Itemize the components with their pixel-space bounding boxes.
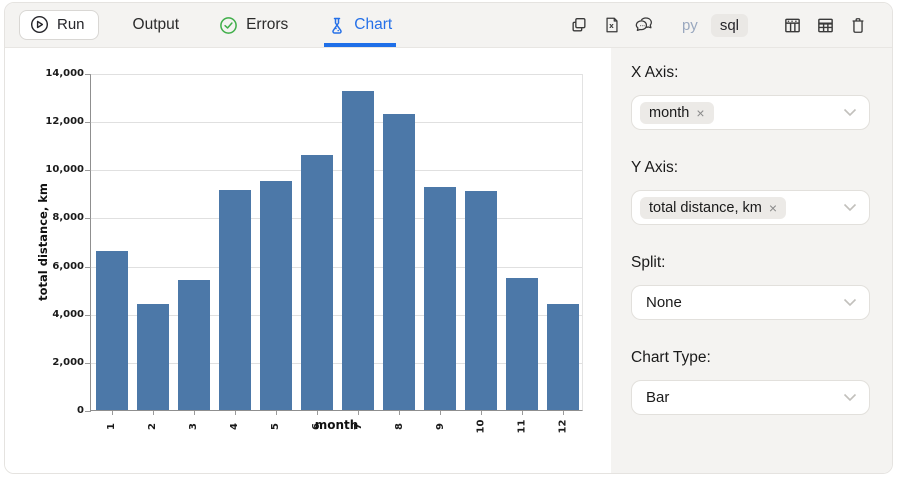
play-circle-icon	[30, 15, 49, 34]
flask-icon	[328, 16, 346, 35]
bar	[465, 190, 498, 410]
bar	[218, 189, 251, 410]
language-toggle-python[interactable]: py	[681, 16, 698, 34]
y-tick-label: 10,000	[45, 164, 84, 176]
y-tick-label: 6,000	[52, 260, 84, 272]
chart-type-field-label: Chart Type:	[631, 349, 711, 366]
toolbar: Run Output Errors Chart	[5, 3, 892, 48]
x-axis-chip: month ×	[640, 101, 714, 124]
tab-output[interactable]: Output	[131, 3, 182, 47]
x-tick	[234, 411, 236, 415]
x-axis-select[interactable]: month ×	[631, 95, 870, 130]
y-tick-label: 8,000	[52, 212, 84, 224]
tab-errors-label: Errors	[246, 16, 289, 33]
bar	[506, 277, 539, 410]
tab-chart-label: Chart	[354, 16, 393, 33]
check-circle-icon	[219, 16, 238, 35]
x-tick	[316, 411, 318, 415]
x-tick	[152, 411, 154, 415]
chart-type-select-value: Bar	[646, 389, 670, 406]
grid-table-icon[interactable]	[815, 15, 835, 35]
chevron-down-icon[interactable]	[843, 203, 857, 212]
plot-area: total distance, km 0 2,000 4,000 6,000 8,000…	[36, 68, 583, 433]
y-axis-chip: total distance, km ×	[640, 196, 787, 219]
run-button-label: Run	[57, 16, 85, 33]
split-select[interactable]: None	[631, 285, 870, 320]
split-field-label: Split:	[631, 254, 666, 271]
y-tick-label: 2,000	[52, 356, 84, 368]
bar	[424, 187, 457, 410]
export-file-icon[interactable]: x	[602, 15, 622, 35]
trash-icon[interactable]	[848, 15, 868, 35]
bar	[547, 304, 580, 410]
bar	[383, 113, 416, 410]
bar	[300, 154, 333, 410]
y-tick	[85, 362, 91, 364]
y-tick-label: 12,000	[45, 116, 84, 128]
x-tick	[481, 411, 483, 415]
x-axis-title: month	[314, 418, 359, 432]
x-tick	[399, 411, 401, 415]
toolbar-actions: x py sql	[569, 13, 868, 37]
x-axis-chip-label: month	[649, 104, 690, 121]
y-tick	[85, 170, 91, 172]
workspace-card: Run Output Errors Chart	[4, 2, 893, 474]
chevron-down-icon[interactable]	[843, 393, 857, 402]
y-tick	[85, 218, 91, 220]
language-toggle-sql[interactable]: sql	[710, 13, 748, 37]
chart-type-select[interactable]: Bar	[631, 380, 870, 415]
x-axis-chip-remove-icon[interactable]: ×	[696, 104, 705, 121]
x-tick	[440, 411, 442, 415]
run-button[interactable]: Run	[19, 10, 99, 40]
x-tick	[193, 411, 195, 415]
bar	[95, 251, 128, 410]
x-tick	[522, 411, 524, 415]
y-axis-select[interactable]: total distance, km ×	[631, 190, 870, 225]
y-tick	[85, 411, 91, 412]
split-select-value: None	[646, 294, 682, 311]
bar	[136, 304, 169, 410]
chart-config-panel: X Axis: month × Y Axis: total distance, …	[611, 48, 892, 473]
bar	[342, 91, 375, 410]
y-tick	[85, 122, 91, 124]
chevron-down-icon[interactable]	[843, 298, 857, 307]
tab-chart[interactable]: Chart	[324, 3, 397, 47]
bar	[259, 181, 292, 410]
x-tick	[358, 411, 360, 415]
y-tick	[85, 266, 91, 268]
gridline	[91, 170, 582, 172]
tab-errors[interactable]: Errors	[217, 3, 290, 47]
y-tick-label: 0	[77, 405, 84, 416]
comments-icon[interactable]	[635, 15, 655, 35]
chevron-down-icon[interactable]	[843, 108, 857, 117]
table-icon[interactable]	[782, 15, 802, 35]
gridline	[91, 266, 582, 268]
gridline	[91, 74, 582, 75]
y-tick-label: 4,000	[52, 308, 84, 320]
y-axis-field-label: Y Axis:	[631, 159, 679, 176]
y-tick-label: 14,000	[45, 68, 84, 79]
x-tick	[111, 411, 113, 415]
bar	[177, 280, 210, 410]
gridline	[91, 362, 582, 364]
tab-output-label: Output	[132, 16, 180, 33]
chart-canvas: total distance, km 0 2,000 4,000 6,000 8,000…	[5, 48, 611, 473]
y-tick	[85, 74, 91, 75]
x-tick	[563, 411, 565, 415]
x-axis-field-label: X Axis:	[631, 64, 679, 81]
y-tick	[85, 314, 91, 316]
y-axis-chip-label: total distance, km	[649, 199, 762, 216]
gridline	[91, 218, 582, 220]
gridline	[91, 314, 582, 316]
y-axis-chip-remove-icon[interactable]: ×	[768, 199, 778, 216]
active-tab-underline	[324, 43, 397, 47]
x-tick	[275, 411, 277, 415]
svg-text:x: x	[609, 21, 614, 30]
gridline	[91, 122, 582, 124]
copy-icon[interactable]	[569, 15, 589, 35]
